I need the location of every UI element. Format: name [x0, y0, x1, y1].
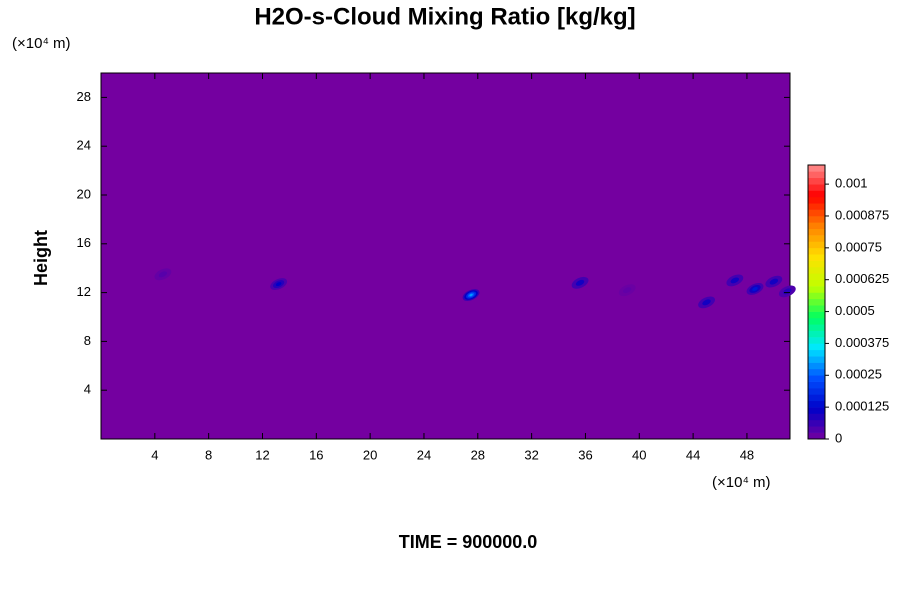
colorbar-band: [808, 190, 825, 198]
cloud-blob: [571, 276, 589, 289]
x-tick-label: 28: [471, 447, 485, 462]
colorbar-band: [808, 400, 825, 408]
colorbar-tick-label: 0.000875: [835, 207, 889, 222]
colorbar-tick-label: 0.000625: [835, 271, 889, 286]
y-tick-label: 28: [77, 89, 91, 104]
contour-level: [158, 271, 168, 278]
colorbar-band: [808, 292, 825, 300]
x-tick-label: 12: [255, 447, 269, 462]
colorbar-band: [808, 317, 825, 325]
x-tick-label: 32: [524, 447, 538, 462]
colorbar-band: [808, 222, 825, 230]
cloud-blob: [765, 275, 783, 288]
colorbar-band: [808, 184, 825, 191]
colorbar-tick-label: 0.000125: [835, 399, 889, 414]
footer: TIME = 900000.0: [399, 532, 538, 552]
colorbar-tick-label: 0.00075: [835, 239, 882, 254]
colorbar-band: [808, 407, 825, 414]
y-axis-label: Height: [31, 230, 51, 286]
cloud-blob: [746, 283, 764, 295]
y-tick-label: 12: [77, 284, 91, 299]
contour-level: [275, 282, 282, 287]
x-tick-label: 24: [417, 447, 431, 462]
colorbar-band: [808, 368, 825, 376]
chart-title: H2O-s-Cloud Mixing Ratio [kg/kg]: [254, 3, 635, 30]
x-tick-label: 8: [205, 447, 212, 462]
colorbar-band: [808, 298, 825, 306]
x-tick-label: 36: [578, 447, 592, 462]
colorbar-band: [808, 305, 825, 312]
y-unit-label: (×10⁴ m): [12, 35, 71, 52]
colorbar-band: [808, 273, 825, 280]
x-unit-label: (×10⁴ m): [712, 474, 771, 491]
cloud-blob: [726, 274, 744, 287]
colorbar-band: [808, 209, 825, 217]
colorbar-band: [808, 349, 825, 357]
x-tick-label: 16: [309, 447, 323, 462]
contour-level: [622, 287, 632, 294]
colorbar-band: [808, 362, 825, 370]
colorbar-band: [808, 196, 825, 204]
contour-level: [702, 299, 711, 306]
colorbar-frame: [807, 164, 826, 440]
colorbar-band: [808, 177, 825, 185]
colorbar-band: [808, 203, 825, 210]
x-tick-label: 48: [740, 447, 754, 462]
colorbar-band: [808, 254, 825, 261]
colorbar-tick-label: 0: [835, 430, 842, 445]
y-tick-label: 16: [77, 235, 91, 250]
contour-level: [575, 279, 585, 286]
colorbar-band: [808, 165, 825, 172]
colorbar-band: [808, 279, 825, 287]
y-tick-label: 8: [84, 333, 91, 348]
colorbar-band: [808, 419, 825, 427]
colorbar-band: [808, 247, 825, 255]
y-tick-label: 4: [84, 382, 91, 397]
colorbar-band: [808, 324, 825, 331]
contour-level: [769, 278, 779, 285]
colorbar-band: [808, 375, 825, 382]
colorbar-band: [808, 356, 825, 363]
contour-level: [752, 286, 758, 291]
x-tick-label: 44: [686, 447, 700, 462]
colorbar-band: [808, 343, 825, 351]
cloud-blob: [618, 284, 636, 297]
colorbar-band: [808, 286, 825, 293]
colorbar-band: [808, 413, 825, 421]
colorbar-band: [808, 330, 825, 338]
colorbar-band: [808, 260, 825, 268]
x-tick-label: 4: [151, 447, 158, 462]
colorbar-band: [808, 432, 825, 440]
colorbar-tick-label: 0.001: [835, 176, 868, 191]
y-tick-label: 20: [77, 186, 91, 201]
colorbar-band: [808, 171, 825, 179]
contour-level: [730, 277, 740, 284]
colorbar-band: [808, 388, 825, 395]
colorbar-band: [808, 426, 825, 433]
colorbar-band: [808, 381, 825, 389]
colorbar-band: [808, 266, 825, 274]
colorbar-band: [808, 228, 825, 236]
colorbar-tick-label: 0.00025: [835, 367, 882, 382]
colorbar-band: [808, 337, 825, 344]
contour-level: [469, 293, 473, 297]
colorbar-band: [808, 311, 825, 319]
cloud-blob: [462, 289, 480, 301]
cloud-blob: [270, 278, 288, 290]
y-tick-label: 24: [77, 138, 91, 153]
colorbar-band: [808, 241, 825, 249]
colorbar-tick-label: 0.0005: [835, 303, 875, 318]
x-tick-label: 40: [632, 447, 646, 462]
cloud-blob: [154, 268, 172, 281]
colorbar-tick-label: 0.000375: [835, 335, 889, 350]
x-tick-label: 20: [363, 447, 377, 462]
cloud-blob: [698, 296, 715, 309]
colorbar-band: [808, 235, 825, 242]
colorbar-band: [808, 215, 825, 223]
plot-area: [100, 72, 791, 440]
colorbar-band: [808, 394, 825, 402]
